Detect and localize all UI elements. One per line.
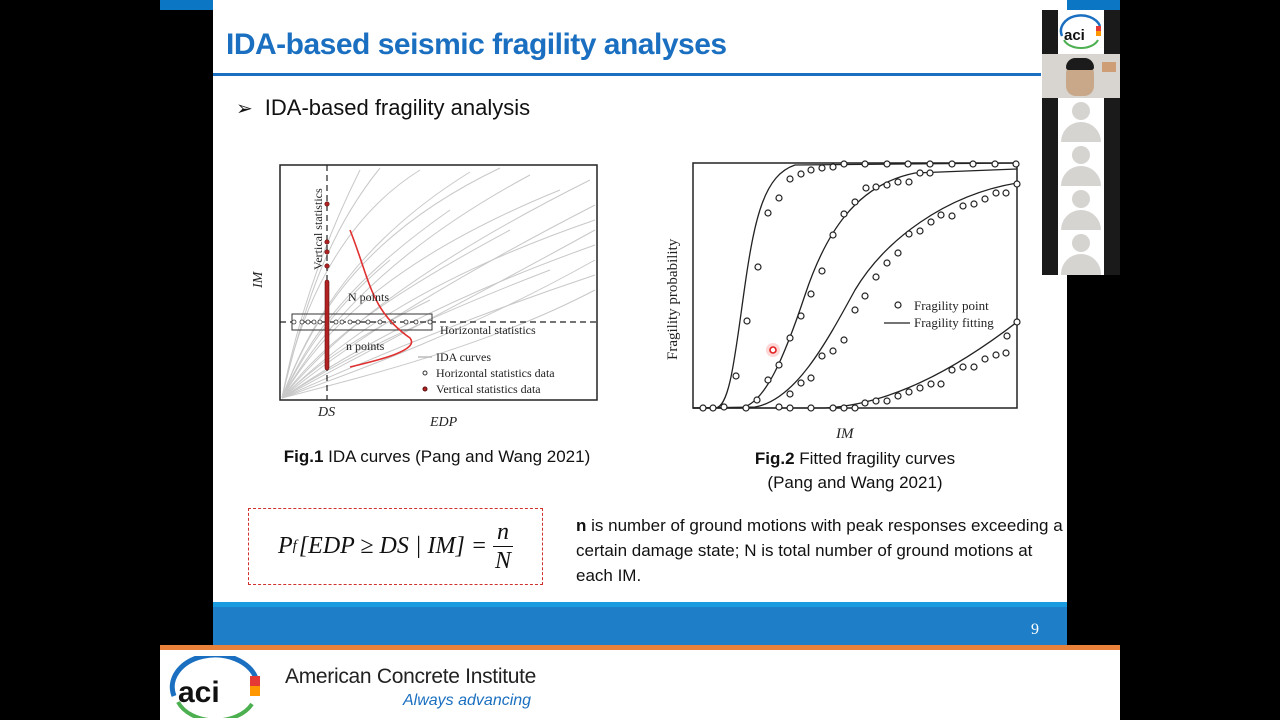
formula-lhs-sub: f — [292, 538, 297, 554]
n-points-label: n points — [346, 339, 385, 353]
horizontal-stats-points — [291, 319, 433, 325]
formula-fraction: n N — [493, 518, 514, 575]
legend-vertical-data: Vertical statistics data — [436, 382, 541, 396]
cursor-pointer-icon — [769, 346, 777, 354]
avatar-body-icon — [1061, 254, 1101, 275]
arrow-bullet-icon: ➢ — [236, 97, 253, 120]
formula-bracket: [EDP ≥ DS | IM] = — [298, 533, 488, 559]
fig2-caption: Fig.2 Fitted fragility curves (Pang and … — [720, 447, 990, 495]
avatar-head-icon — [1072, 190, 1090, 208]
slide-footer-band: 9 — [213, 602, 1067, 645]
org-tagline: Always advancing — [403, 692, 532, 709]
fig2-caption-label: Fig.2 — [754, 449, 795, 468]
ida-curves — [281, 167, 596, 399]
legend-horizontal-data: Horizontal statistics data — [436, 366, 555, 380]
background-logo-icon — [1102, 62, 1116, 72]
formula-numerator: n — [493, 518, 514, 547]
fig2-ylabel: Fragility probability — [665, 238, 681, 360]
formula-explanation: n is number of ground motions with peak … — [576, 513, 1066, 588]
legend-ida-curves: IDA curves — [436, 350, 491, 364]
slide-title: IDA-based seismic fragility analyses — [226, 28, 727, 61]
aci-small-logo-icon: aci — [1059, 14, 1102, 50]
participant-tile[interactable] — [1058, 98, 1104, 142]
aci-branding-bar: aci American Concrete Institute Always a… — [160, 645, 1120, 720]
participant-tile[interactable] — [1058, 142, 1104, 186]
avatar-head-icon — [1072, 234, 1090, 252]
fig1-xlabel: EDP — [429, 415, 458, 430]
horizontal-statistics-label: Horizontal statistics — [440, 323, 536, 337]
title-divider — [213, 73, 1041, 76]
vertical-stats-points — [324, 201, 330, 371]
presenter-hair — [1066, 58, 1094, 70]
vertical-statistics-label: Vertical statistics — [311, 188, 325, 270]
fig1-caption-label: Fig.1 — [283, 447, 324, 466]
aci-logo-icon: aci — [169, 656, 260, 718]
avatar-body-icon — [1061, 166, 1101, 186]
video-participants-panel: aci — [1042, 10, 1120, 275]
formula-denominator: N — [495, 548, 512, 574]
explanation-bold: n — [576, 516, 587, 535]
aci-logo-tile: aci — [1058, 10, 1104, 54]
legend-fragility-fitting: Fragility fitting — [914, 315, 994, 330]
participant-tile[interactable] — [1058, 186, 1104, 230]
fig1-ylabel: IM — [251, 270, 266, 289]
explanation-text: is number of ground motions with peak re… — [576, 516, 1063, 585]
legend-fragility-point: Fragility point — [914, 298, 989, 313]
avatar-head-icon — [1072, 102, 1090, 120]
ida-curves-figure: Vertical statistics N points n points Ho… — [251, 164, 598, 430]
fig2-caption-line1: Fitted fragility curves — [794, 449, 956, 468]
fig2-xlabel: IM — [835, 426, 855, 442]
fig2-caption-line2: (Pang and Wang 2021) — [767, 473, 943, 492]
ds-label: DS — [317, 405, 335, 420]
N-points-label: N points — [348, 290, 389, 304]
participant-tile[interactable] — [1058, 230, 1104, 275]
org-name: American Concrete Institute — [285, 665, 537, 688]
presenter-video-tile[interactable] — [1042, 54, 1120, 98]
avatar-head-icon — [1072, 146, 1090, 164]
fig1-caption: Fig.1 IDA curves (Pang and Wang 2021) — [262, 445, 612, 469]
avatar-body-icon — [1061, 122, 1101, 142]
fragility-points — [699, 160, 1021, 412]
fig1-caption-text: IDA curves (Pang and Wang 2021) — [323, 447, 591, 466]
svg-text:aci: aci — [1064, 27, 1085, 44]
bullet-item: ➢ IDA-based fragility analysis — [236, 95, 530, 121]
formula-lhs: P — [277, 533, 293, 559]
svg-text:aci: aci — [178, 676, 220, 709]
page-number: 9 — [1031, 621, 1039, 638]
avatar-body-icon — [1061, 210, 1101, 230]
bullet-text: IDA-based fragility analysis — [264, 95, 531, 120]
fragility-curves-figure: Fragility point Fragility fitting Fragil… — [665, 160, 1021, 442]
